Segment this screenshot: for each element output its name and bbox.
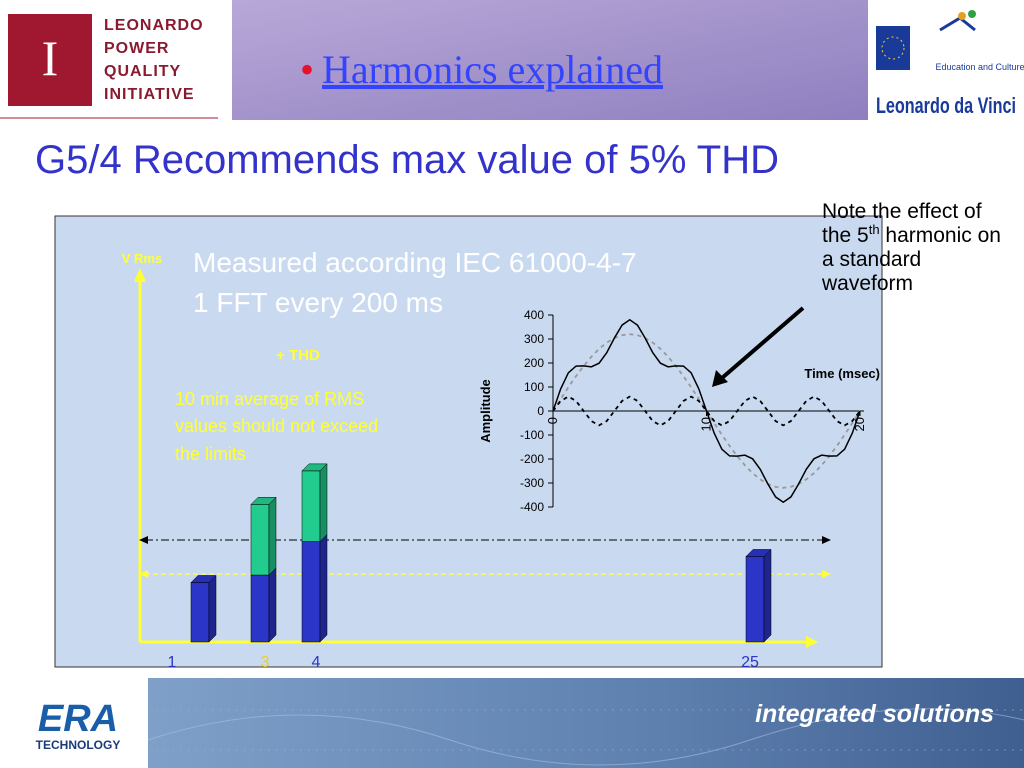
logo-line: INITIATIVE xyxy=(104,86,195,103)
bar-side xyxy=(268,567,277,643)
slide-title: G5/4 Recommends max value of 5% THD xyxy=(35,138,779,182)
banner-title[interactable]: Harmonics explained xyxy=(322,47,663,92)
eu-stars xyxy=(881,36,905,60)
bar-top xyxy=(745,549,772,557)
x-tick-label: 3 xyxy=(261,654,270,671)
limit-note: the limits xyxy=(175,444,246,464)
wave-line xyxy=(552,318,861,504)
callout-arrow xyxy=(720,306,805,380)
y-tick-label: 100 xyxy=(524,380,544,394)
edu-dot xyxy=(968,10,976,18)
y-tick-label: -200 xyxy=(520,452,544,466)
y-tick-label: 0 xyxy=(537,404,544,418)
bar-segment xyxy=(745,556,765,643)
y-axis-label: V Rms xyxy=(122,251,162,266)
programme: Leonardo da Vinci xyxy=(876,93,1016,118)
slogan: integrated solutions xyxy=(755,700,994,728)
x-tick-label: 25 xyxy=(741,654,759,671)
bar-top xyxy=(301,463,328,472)
eu-caption: Education and Culture xyxy=(935,62,1024,72)
x-tick-label: 4 xyxy=(312,654,321,671)
bar-side xyxy=(319,533,328,643)
bar-segment xyxy=(301,470,321,542)
logo-mark xyxy=(8,14,92,106)
note-text: harmonic on a standard waveform xyxy=(822,224,1001,295)
bar-segment xyxy=(250,574,270,643)
axis-arrow xyxy=(134,268,146,282)
limit-note: values should not exceed xyxy=(175,416,378,436)
bar-side xyxy=(763,548,772,643)
y-tick-label: -300 xyxy=(520,476,544,490)
note-text: Note the effect of the 5 xyxy=(822,200,982,247)
bar-segment xyxy=(301,541,321,643)
footer-decor xyxy=(148,709,1024,751)
bar-segment xyxy=(250,504,270,576)
y-tick-label: 200 xyxy=(524,356,544,370)
bar-side xyxy=(319,463,328,543)
x-tick-label: 20 xyxy=(852,417,867,431)
logo-text: LEONARDO POWER QUALITY INITIATIVE xyxy=(104,17,204,103)
bar-top xyxy=(190,575,217,583)
logo-line: QUALITY xyxy=(104,63,181,80)
chart-text: Measured according IEC 61000-4-7 xyxy=(193,247,637,278)
era-sub: TECHNOLOGY xyxy=(36,738,121,752)
y-tick-label: -100 xyxy=(520,428,544,442)
spectrum-bars: 1 3 4 25 xyxy=(168,463,772,671)
chart-text: 1 FFT every 200 ms xyxy=(193,287,443,318)
footer-strip xyxy=(148,678,1024,768)
eu-flag xyxy=(876,26,910,70)
y-tick-label: 400 xyxy=(524,308,544,322)
bar-side xyxy=(268,496,277,576)
edu-icon xyxy=(939,16,976,32)
y-tick-label: 300 xyxy=(524,332,544,346)
logo-line: POWER xyxy=(104,40,169,57)
callout-arrowhead xyxy=(712,370,728,387)
bar-top xyxy=(250,497,277,505)
x-tick-label: 0 xyxy=(545,417,560,424)
axis-arrow xyxy=(806,636,818,648)
banner-bullet: • xyxy=(300,47,314,92)
logo-glyph: I xyxy=(42,30,59,86)
x-tick-label: 1 xyxy=(168,654,177,671)
thd-label: + THD xyxy=(276,347,320,364)
banner xyxy=(232,0,868,120)
bar-side xyxy=(208,574,217,643)
y-tick-label: -400 xyxy=(520,500,544,514)
logo-line: LEONARDO xyxy=(104,17,204,34)
note: Note the effect of the 5th harmonic on a… xyxy=(822,200,1002,296)
era-logo: ERA xyxy=(38,698,118,740)
note-sup: th xyxy=(868,222,880,237)
footer-decor xyxy=(147,708,1024,766)
edu-dot xyxy=(958,12,966,20)
limit-note: 10 min average of RMS xyxy=(175,389,364,409)
x-axis-label: Time (msec) xyxy=(804,366,880,381)
y-axis-label: Amplitude xyxy=(478,379,493,443)
bar-segment xyxy=(190,582,210,643)
